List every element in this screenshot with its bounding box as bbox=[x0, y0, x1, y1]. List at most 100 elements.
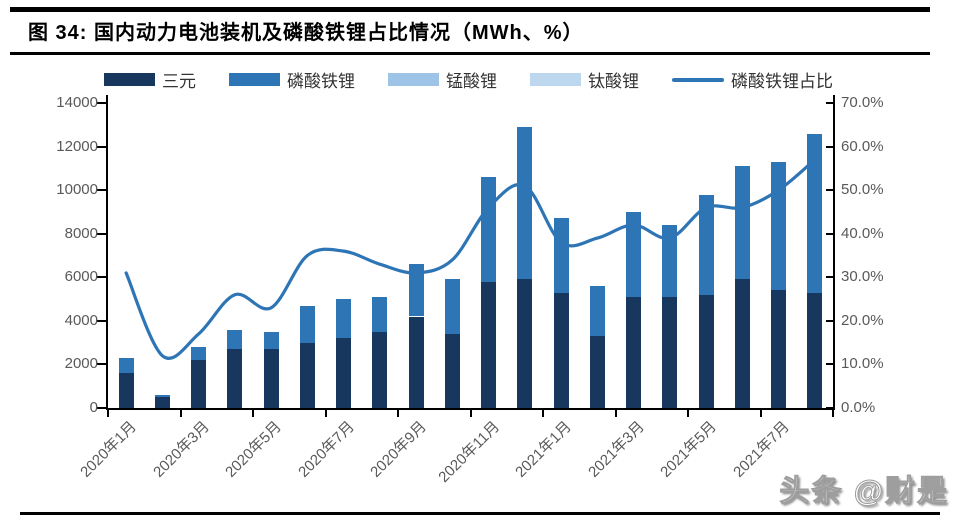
x-axis-tick bbox=[542, 410, 544, 417]
legend-label: 锰酸锂 bbox=[446, 72, 497, 91]
bar-segment-三元 bbox=[299, 342, 315, 408]
x-axis-tick bbox=[107, 410, 109, 417]
x-axis-tick bbox=[759, 410, 762, 417]
bar-segment-磷酸铁锂 bbox=[698, 194, 714, 295]
bar-segment-磷酸铁锂 bbox=[626, 211, 642, 297]
bottom-rule bbox=[20, 512, 940, 515]
bar-segment-磷酸铁锂 bbox=[517, 126, 533, 280]
x-axis-tick bbox=[614, 410, 617, 417]
y-axis-left-tick-label: 2000 bbox=[64, 355, 98, 373]
y-axis-left-tick-label: 8000 bbox=[64, 224, 98, 242]
bar-segment-三元 bbox=[408, 316, 424, 408]
page-title: 图 34: 国内动力电池装机及磷酸铁锂占比情况（MWh、%） bbox=[28, 22, 584, 44]
bar-segment-磷酸铁锂 bbox=[263, 331, 279, 350]
bar-segment-三元 bbox=[444, 333, 460, 408]
bar-segment-磷酸铁锂 bbox=[408, 264, 424, 317]
bar-segment-三元 bbox=[771, 290, 787, 408]
bar-segment-三元 bbox=[118, 373, 134, 408]
lmo-color-swatch bbox=[388, 73, 439, 86]
y-axis-right-tick-label: 50.0% bbox=[841, 181, 884, 199]
watermark: 头条 @财是 bbox=[779, 475, 949, 509]
y-axis-right-tick-label: 40.0% bbox=[841, 224, 884, 242]
bar-segment-三元 bbox=[481, 281, 497, 408]
lfp-color-swatch bbox=[229, 73, 280, 86]
y-axis-left-tick bbox=[97, 276, 106, 279]
y-axis-right-tick-label: 20.0% bbox=[841, 311, 884, 329]
y-axis-right-tick bbox=[826, 145, 833, 148]
y-axis-left-tick bbox=[97, 319, 106, 322]
legend-label: 钛酸锂 bbox=[588, 72, 639, 91]
bar-segment-三元 bbox=[336, 338, 352, 408]
y-axis-left-tick bbox=[97, 363, 106, 366]
legend-label: 三元 bbox=[162, 72, 196, 91]
bar-segment-三元 bbox=[191, 360, 207, 408]
x-axis-tick bbox=[469, 410, 472, 417]
y-axis-right-tick-label: 0.0% bbox=[841, 399, 876, 416]
top-rule bbox=[10, 7, 930, 12]
x-axis-tick bbox=[252, 410, 254, 417]
y-axis-left-tick-label: 10000 bbox=[56, 181, 98, 199]
legend-item-lmo: 锰酸锂 bbox=[388, 67, 497, 92]
legend-item-sanyuan: 三元 bbox=[104, 67, 196, 92]
bar-segment-三元 bbox=[372, 331, 388, 408]
bar-segment-三元 bbox=[698, 294, 714, 408]
y-axis-right-tick-label: 30.0% bbox=[841, 268, 884, 286]
lfp-share-line-marker bbox=[672, 77, 724, 82]
legend-item-lfp: 磷酸铁锂 bbox=[229, 67, 355, 92]
x-axis-tick bbox=[832, 410, 834, 417]
legend-label: 磷酸铁锂 bbox=[287, 72, 355, 91]
y-axis-right-tick bbox=[826, 276, 833, 279]
x-axis-tick bbox=[397, 410, 399, 417]
chart-legend: 三元 磷酸铁锂 锰酸锂 钛酸锂 磷酸铁锂占比 bbox=[104, 67, 833, 92]
y-axis-right-tick-label: 70.0% bbox=[841, 94, 884, 111]
y-axis-right-tick bbox=[826, 102, 833, 104]
bar-segment-磷酸铁锂 bbox=[734, 166, 750, 280]
sanyuan-color-swatch bbox=[104, 73, 155, 86]
x-axis-tick bbox=[179, 410, 182, 417]
bar-segment-磷酸铁锂 bbox=[227, 329, 243, 350]
x-axis bbox=[106, 408, 835, 410]
bar-segment-磷酸铁锂 bbox=[662, 225, 678, 297]
bar-segment-三元 bbox=[517, 279, 533, 408]
y-axis-left-tick-label: 0 bbox=[89, 399, 98, 416]
bar-segment-磷酸铁锂 bbox=[336, 299, 352, 339]
y-axis-left-tick bbox=[97, 407, 106, 409]
y-axis-left-tick bbox=[97, 145, 106, 148]
y-axis-left-tick bbox=[97, 189, 106, 192]
y-axis-right-tick bbox=[826, 407, 833, 409]
legend-label: 磷酸铁锂占比 bbox=[731, 72, 833, 91]
y-axis-right-tick bbox=[826, 363, 833, 366]
bar-segment-三元 bbox=[553, 292, 569, 408]
bar-segment-磷酸铁锂 bbox=[589, 286, 605, 337]
y-axis-right-tick-label: 60.0% bbox=[841, 137, 884, 155]
bar-segment-三元 bbox=[154, 397, 170, 408]
bar-segment-三元 bbox=[227, 349, 243, 408]
x-axis-tick bbox=[687, 410, 689, 417]
bar-segment-三元 bbox=[626, 296, 642, 408]
bar-segment-三元 bbox=[662, 296, 678, 408]
legend-item-lto: 钛酸锂 bbox=[530, 67, 639, 92]
bar-segment-磷酸铁锂 bbox=[118, 357, 134, 374]
bar-segment-三元 bbox=[734, 279, 750, 408]
bar-segment-磷酸铁锂 bbox=[807, 133, 823, 293]
y-axis-left-tick-label: 14000 bbox=[56, 94, 98, 111]
bar-segment-磷酸铁锂 bbox=[191, 347, 207, 361]
y-axis-left-tick bbox=[97, 102, 106, 104]
title-rule bbox=[10, 52, 930, 55]
bar-segment-磷酸铁锂 bbox=[299, 305, 315, 343]
bar-segment-磷酸铁锂 bbox=[444, 279, 460, 334]
y-axis-right-tick-label: 10.0% bbox=[841, 355, 884, 373]
y-axis-right-tick bbox=[826, 232, 833, 235]
lto-color-swatch bbox=[530, 73, 581, 86]
y-axis-left-tick bbox=[97, 232, 106, 235]
y-axis-left bbox=[106, 95, 108, 410]
legend-item-lfp-share: 磷酸铁锂占比 bbox=[672, 67, 833, 92]
bar-segment-三元 bbox=[263, 349, 279, 408]
y-axis-right-tick bbox=[826, 319, 833, 322]
y-axis-left-tick-label: 12000 bbox=[56, 137, 98, 155]
y-axis-right bbox=[833, 95, 835, 410]
bar-segment-磷酸铁锂 bbox=[154, 394, 170, 398]
y-axis-left-tick-label: 6000 bbox=[64, 268, 98, 286]
bar-segment-磷酸铁锂 bbox=[372, 296, 388, 332]
